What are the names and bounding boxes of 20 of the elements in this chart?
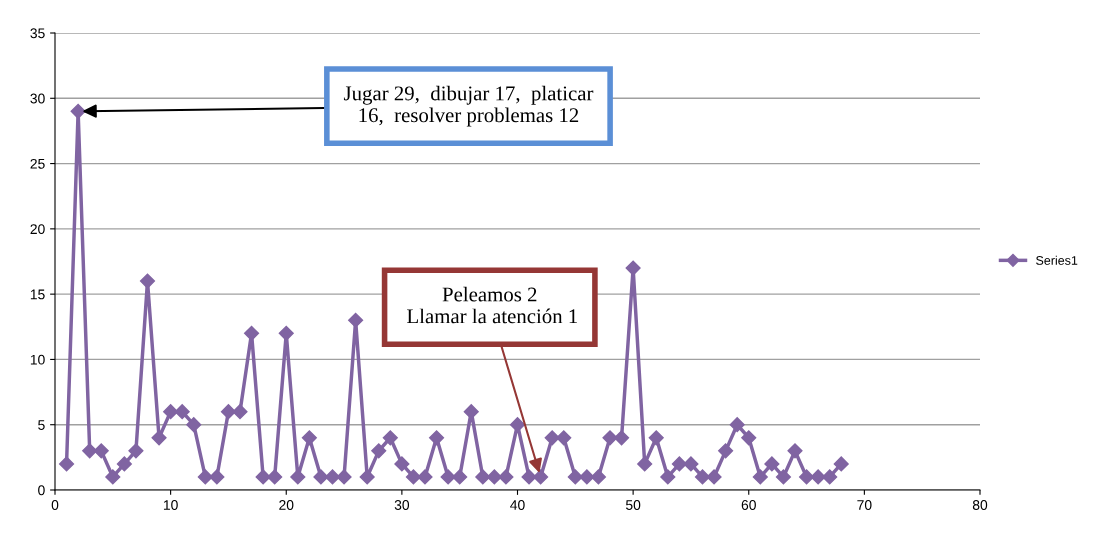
y-tick-label: 25 [30, 158, 45, 169]
legend-label: Series1 [1036, 255, 1078, 265]
x-tick-label: 50 [625, 500, 641, 510]
x-tick-label: 80 [972, 500, 988, 510]
y-tick-label: 15 [30, 289, 45, 300]
x-tick-label: 0 [51, 500, 59, 510]
y-tick-label: 30 [30, 93, 45, 104]
x-tick-label: 70 [857, 500, 872, 510]
annotation: Jugar 29, dibujar 17, platicar 16, resolver problemas 12 [343, 85, 594, 127]
x-tick-label: 40 [510, 500, 525, 510]
x-tick-label: 10 [163, 500, 178, 510]
y-tick-label: 35 [30, 28, 45, 39]
y-tick-label: 10 [30, 354, 45, 365]
x-tick-label: 60 [741, 500, 756, 510]
y-tick-label: 5 [38, 420, 45, 430]
x-tick-label: 20 [279, 500, 294, 510]
x-tick-label: 30 [394, 500, 410, 510]
y-tick-label: 20 [30, 224, 45, 235]
annotation: Peleamos 2 Llamar la atención 1 [407, 286, 577, 324]
y-tick-label: 0 [38, 485, 45, 496]
